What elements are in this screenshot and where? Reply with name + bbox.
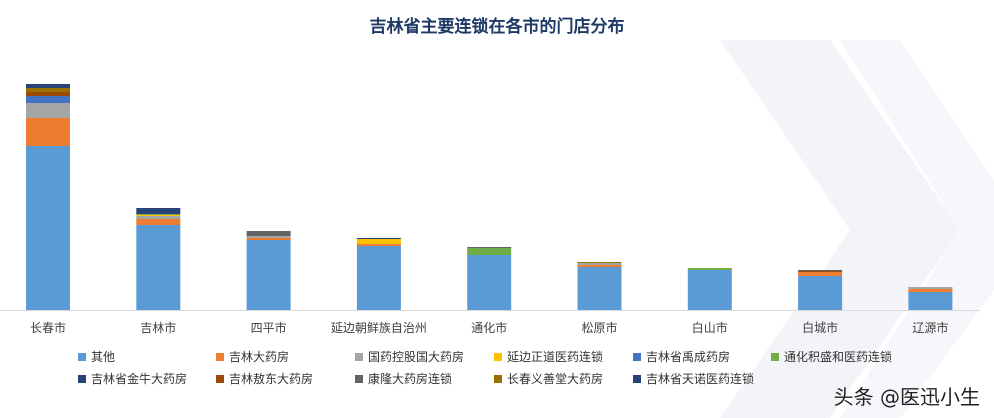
bar-segment-2-2 <box>246 236 291 238</box>
bar-segment-10-3 <box>356 238 401 239</box>
bar-segment-10-0 <box>26 84 70 88</box>
bar-segment-0-2 <box>246 240 291 310</box>
x-tick-label: 四平市 <box>251 320 287 335</box>
bar-segment-0-4 <box>467 255 512 310</box>
bar-segment-4-0 <box>26 96 70 103</box>
bar-segment-0-7 <box>798 276 843 310</box>
bar-segment-1-7 <box>798 272 843 276</box>
legend-swatch <box>355 352 363 361</box>
legend-swatch <box>633 374 641 383</box>
bar-segment-0-3 <box>356 246 401 310</box>
bar-segment-5-4 <box>467 248 512 255</box>
x-tick-label: 白城市 <box>802 320 838 335</box>
bar-segment-1-0 <box>26 118 70 146</box>
bar-chart: 长春市 吉林市 四平市 延边朝鲜族自治州 通化市 松原市 白山市 白城市 辽源市 <box>0 84 980 335</box>
legend-swatch <box>216 352 224 361</box>
legend-item: 吉林敖东大药房 <box>216 370 313 387</box>
x-tick-label: 延边朝鲜族自治州 <box>331 321 427 335</box>
bar-segment-7-7 <box>798 271 843 272</box>
legend-swatch <box>78 374 86 383</box>
bar-segment-5-6 <box>687 268 732 270</box>
x-tick-label: 白山市 <box>692 320 728 335</box>
legend-item: 吉林大药房 <box>216 348 289 365</box>
legend-item: 长春义善堂大药房 <box>494 370 603 387</box>
bar-segment-8-7 <box>798 270 843 271</box>
legend-label: 延边正道医药连锁 <box>507 350 604 364</box>
bar-segment-1-8 <box>908 289 953 292</box>
bar-segment-0-6 <box>687 270 732 310</box>
bar-segment-1-2 <box>246 238 291 240</box>
legend-item: 吉林省金牛大药房 <box>78 370 187 387</box>
legend-label: 国药控股国大药房 <box>368 350 465 364</box>
bar-segment-7-0 <box>26 92 70 96</box>
legend-item: 康隆大药房连锁 <box>355 370 452 387</box>
legend-label: 其他 <box>91 350 116 364</box>
legend-label: 通化积盛和医药连锁 <box>784 350 893 364</box>
legend-label: 吉林敖东大药房 <box>229 372 314 386</box>
legend-label: 吉林省金牛大药房 <box>91 372 188 386</box>
legend-swatch <box>633 352 641 361</box>
legend-item: 吉林省天诺医药连锁 <box>633 370 754 387</box>
bar-segment-1-5 <box>577 265 622 267</box>
bar-segment-3-3 <box>356 239 401 244</box>
chart-title: 吉林省主要连锁在各市的门店分布 <box>369 17 625 37</box>
bar-segment-0-5 <box>577 267 622 310</box>
bar-segment-3-1 <box>136 215 181 216</box>
x-tick-label: 辽源市 <box>912 320 948 335</box>
bar-segment-0-8 <box>908 292 953 310</box>
bar-segment-1-3 <box>356 244 401 246</box>
legend-item: 吉林省禹成药房 <box>633 348 730 365</box>
bar-segment-9-0 <box>26 88 70 92</box>
legend-item: 延边正道医药连锁 <box>494 348 603 365</box>
legend-swatch <box>78 352 86 361</box>
legend-item: 国药控股国大药房 <box>355 348 464 365</box>
legend-label: 长春义善堂大药房 <box>507 372 604 386</box>
legend-label: 吉林省天诺医药连锁 <box>646 372 755 386</box>
bar-segment-8-2 <box>246 231 291 236</box>
x-tick-label: 松原市 <box>581 320 617 335</box>
legend-label: 吉林大药房 <box>229 350 290 364</box>
bar-segment-6-1 <box>136 208 181 214</box>
legend-label: 吉林省禹成药房 <box>646 350 731 364</box>
bar-segment-5-1 <box>136 214 181 215</box>
x-tick-label: 长春市 <box>30 320 66 335</box>
x-tick-label: 通化市 <box>471 320 507 335</box>
bar-segment-0-1 <box>136 225 181 310</box>
legend-swatch <box>771 352 779 361</box>
bar-segment-2-0 <box>26 103 70 118</box>
legend-swatch <box>216 374 224 383</box>
bar-segment-9-5 <box>577 262 622 263</box>
bar-segment-0-0 <box>26 146 70 310</box>
legend-swatch <box>494 352 502 361</box>
legend-label: 康隆大药房连锁 <box>368 372 453 386</box>
x-tick-label: 吉林市 <box>140 320 176 335</box>
bar-segment-2-5 <box>577 263 622 265</box>
bar-segment-2-8 <box>908 287 953 289</box>
legend-swatch <box>355 374 363 383</box>
bar-segment-2-1 <box>136 216 181 219</box>
legend-item: 其他 <box>78 348 115 365</box>
watermark: 头条 @医迅小生 <box>833 385 980 409</box>
bar-segment-1-1 <box>136 219 181 225</box>
legend-item: 通化积盛和医药连锁 <box>771 348 892 365</box>
legend-swatch <box>494 374 502 383</box>
bar-segment-8-4 <box>467 247 512 248</box>
